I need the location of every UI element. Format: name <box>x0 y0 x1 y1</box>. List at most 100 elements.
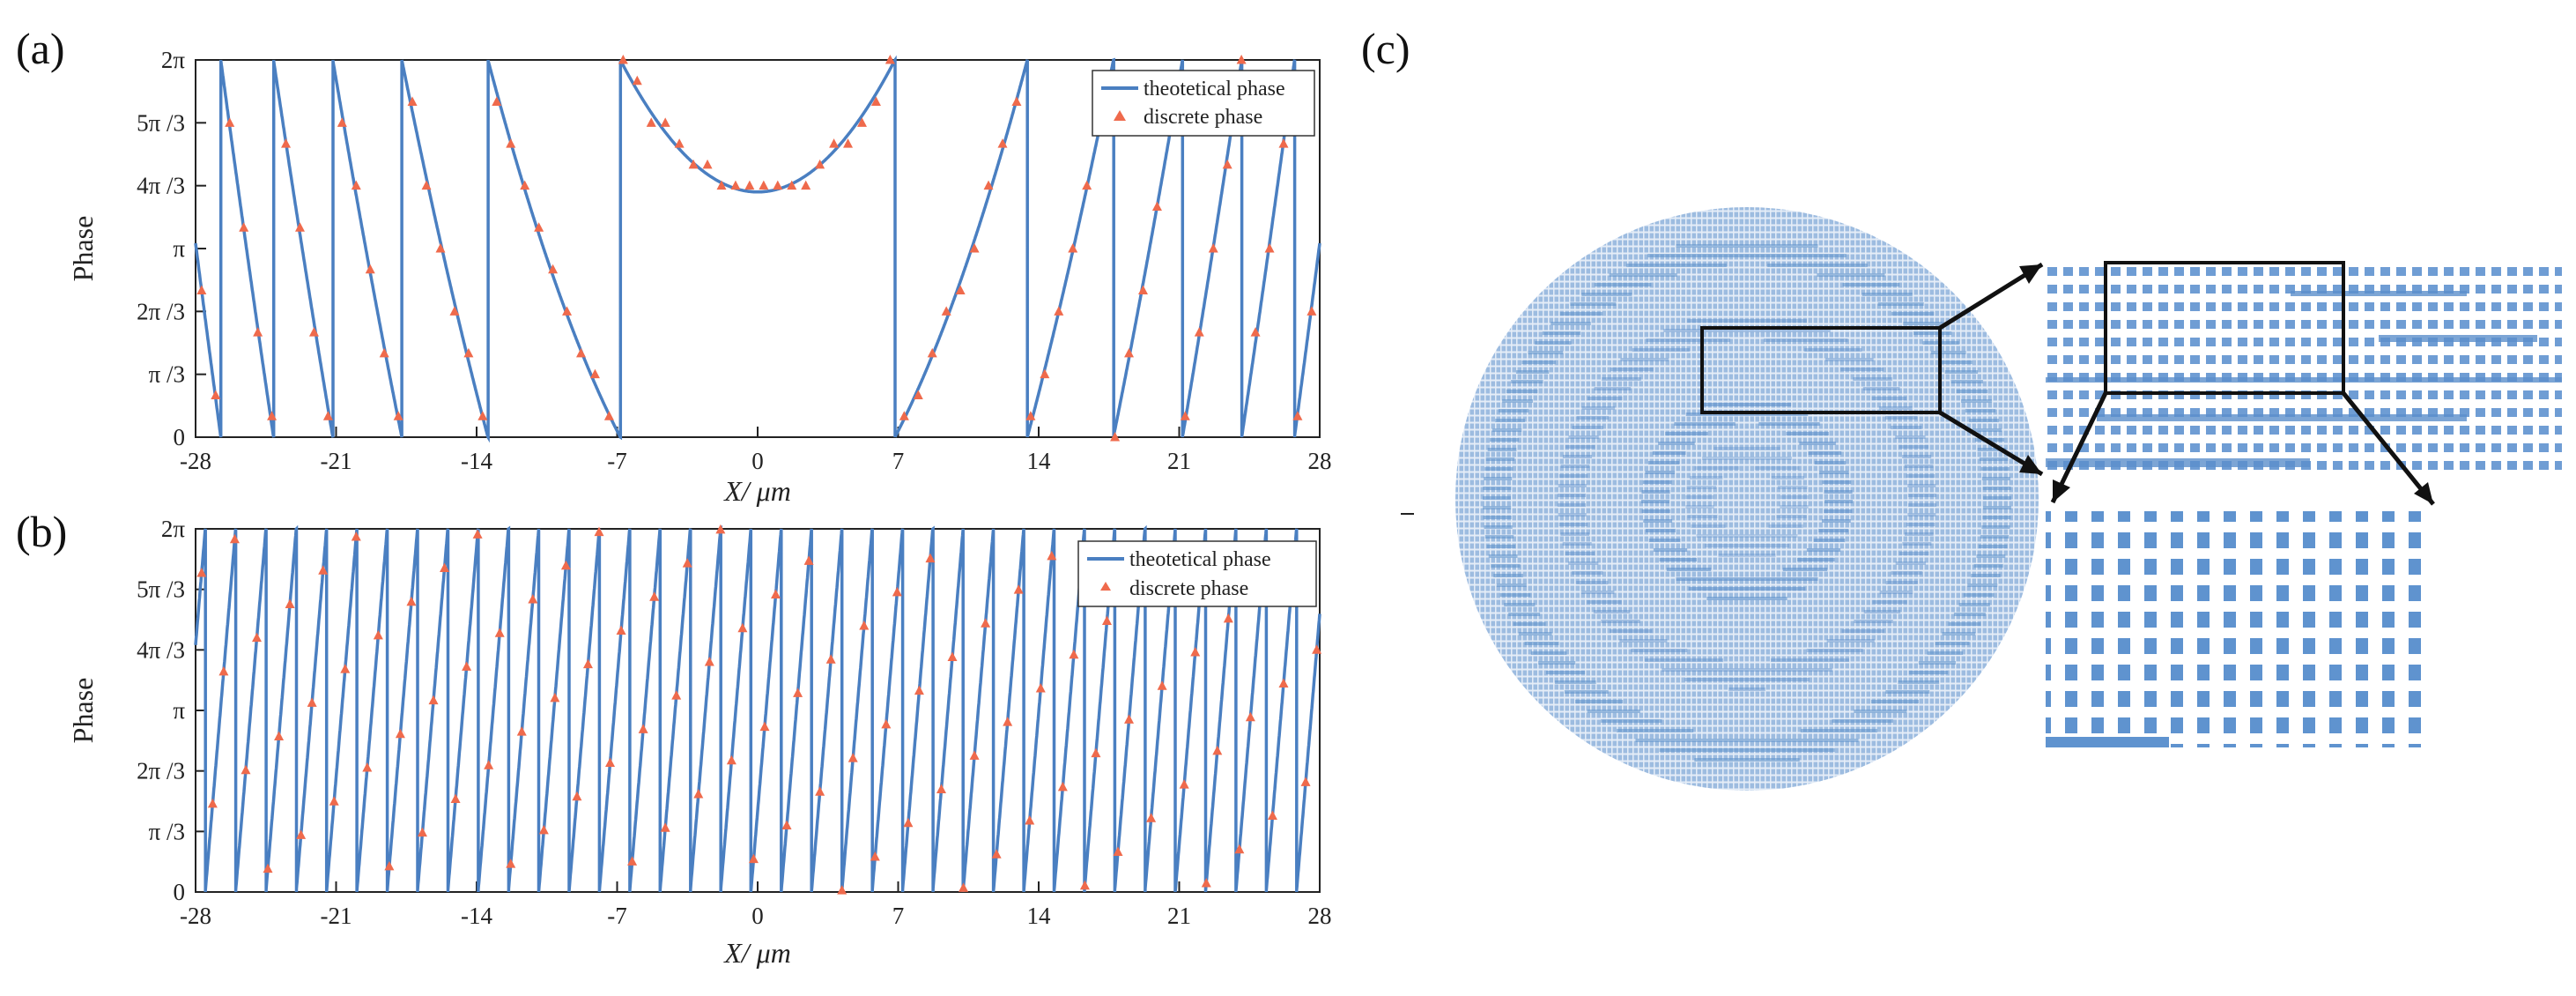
ring-band <box>1617 729 1694 732</box>
ring-band <box>1631 649 1688 652</box>
ring-band <box>1602 377 1641 381</box>
ring-band <box>1641 509 1670 513</box>
ring-band <box>1568 561 1599 565</box>
ring-band <box>1643 519 1673 523</box>
ring-band <box>1956 390 1988 393</box>
x-tick-label: -28 <box>180 903 211 929</box>
ring-band <box>1609 273 1677 277</box>
ring-band <box>1777 486 1808 489</box>
chart-b-legend-box <box>1077 540 1317 607</box>
ring-band <box>1978 545 2008 548</box>
discrete-point <box>603 411 614 420</box>
discrete-point <box>646 117 656 127</box>
discrete-point <box>1212 745 1223 755</box>
discrete-point <box>253 327 263 337</box>
ring-band <box>1687 515 1718 518</box>
discrete-point <box>801 180 811 190</box>
theory-line <box>194 524 1321 892</box>
ring-band <box>1977 448 2007 451</box>
discrete-point <box>605 757 616 768</box>
discrete-point <box>1054 306 1064 316</box>
ring-band <box>1821 519 1851 523</box>
ring-band <box>1930 351 1966 354</box>
ring-band <box>1491 564 1521 568</box>
ring-band <box>1891 312 1935 316</box>
ring-band <box>1559 312 1603 316</box>
ring-band <box>1587 710 1640 713</box>
ring-band <box>1905 532 1934 536</box>
x-tick-label: -28 <box>180 448 211 474</box>
ring-band <box>1906 474 1936 478</box>
ring-band <box>1502 399 1533 403</box>
discrete-point <box>340 664 351 673</box>
ring-band <box>1581 406 1616 410</box>
ring-band <box>1558 503 1587 507</box>
discrete-point <box>229 533 240 544</box>
discrete-point <box>1190 647 1201 657</box>
ring-band <box>1515 370 1550 374</box>
ring-band <box>1705 544 1789 547</box>
ring-band <box>1728 688 1765 691</box>
ring-band <box>1877 302 1924 306</box>
zoom-inset-1 <box>2046 263 2562 474</box>
ring-band <box>1768 524 1803 528</box>
lens-ring-bands <box>1483 244 2011 762</box>
chart-a-xlabel: X/ μm <box>722 475 791 507</box>
x-tick-label: 7 <box>892 903 905 929</box>
ring-band <box>1853 377 1892 381</box>
discrete-point <box>421 180 432 190</box>
ring-band <box>1885 416 1918 420</box>
ring-band <box>1483 487 1512 490</box>
ring-band <box>1587 600 1622 604</box>
discrete-point <box>589 368 600 379</box>
ring-band <box>1714 447 1780 450</box>
discrete-point <box>484 760 494 769</box>
x-tick-label: -21 <box>321 903 352 929</box>
ring-band <box>1518 632 1552 636</box>
ring-band <box>1546 671 1586 674</box>
ring-band <box>1511 380 1543 383</box>
ring-band <box>1879 591 1913 594</box>
ring-band <box>1902 542 1932 546</box>
ring-band <box>1824 509 1853 513</box>
ring-band <box>1973 564 2003 568</box>
ring-band <box>1483 506 1512 509</box>
discrete-point <box>1292 411 1303 420</box>
discrete-point <box>632 75 642 85</box>
panel-label-c: (c) <box>1361 24 1410 73</box>
discrete-point <box>870 851 880 861</box>
discrete-point <box>1101 615 1112 626</box>
discrete-point <box>1013 584 1024 594</box>
ring-band <box>1706 597 1788 600</box>
discrete-point <box>1267 810 1277 821</box>
x-tick-label: 21 <box>1167 903 1191 929</box>
discrete-point <box>196 285 207 295</box>
x-tick-label: 0 <box>751 448 764 474</box>
chart-b: 0 π /3 2π /3 π 4π /3 5π /3 2π -28 -21 -14 -7 0 7 14 2… <box>67 516 1332 969</box>
discrete-point <box>550 692 560 702</box>
zoom-arrow-2-right <box>2342 391 2435 506</box>
discrete-point <box>1245 711 1255 722</box>
ring-band <box>1572 571 1603 575</box>
discrete-point <box>263 863 273 873</box>
ring-band <box>1854 620 1893 623</box>
ring-band <box>1619 639 1668 643</box>
discrete-point <box>307 697 317 707</box>
discrete-point <box>870 96 881 107</box>
ring-band <box>1951 380 1983 383</box>
discrete-point <box>991 849 1002 858</box>
ring-band <box>1782 568 1828 571</box>
discrete-point <box>674 138 685 148</box>
discrete-point <box>575 347 586 358</box>
ring-band <box>1496 583 1527 587</box>
discrete-point <box>329 796 339 806</box>
ring-band <box>1484 535 1514 539</box>
chart-a-xticks: -28 -21 -14 -7 0 7 14 21 28 <box>180 427 1332 474</box>
chart-a-ylabel: Phase <box>67 216 99 282</box>
y-tick-label: π <box>173 697 185 724</box>
discrete-point <box>211 390 221 399</box>
discrete-point <box>1035 682 1046 693</box>
discrete-point <box>688 159 699 169</box>
y-tick-label: π <box>173 235 185 262</box>
discrete-point <box>682 558 692 568</box>
